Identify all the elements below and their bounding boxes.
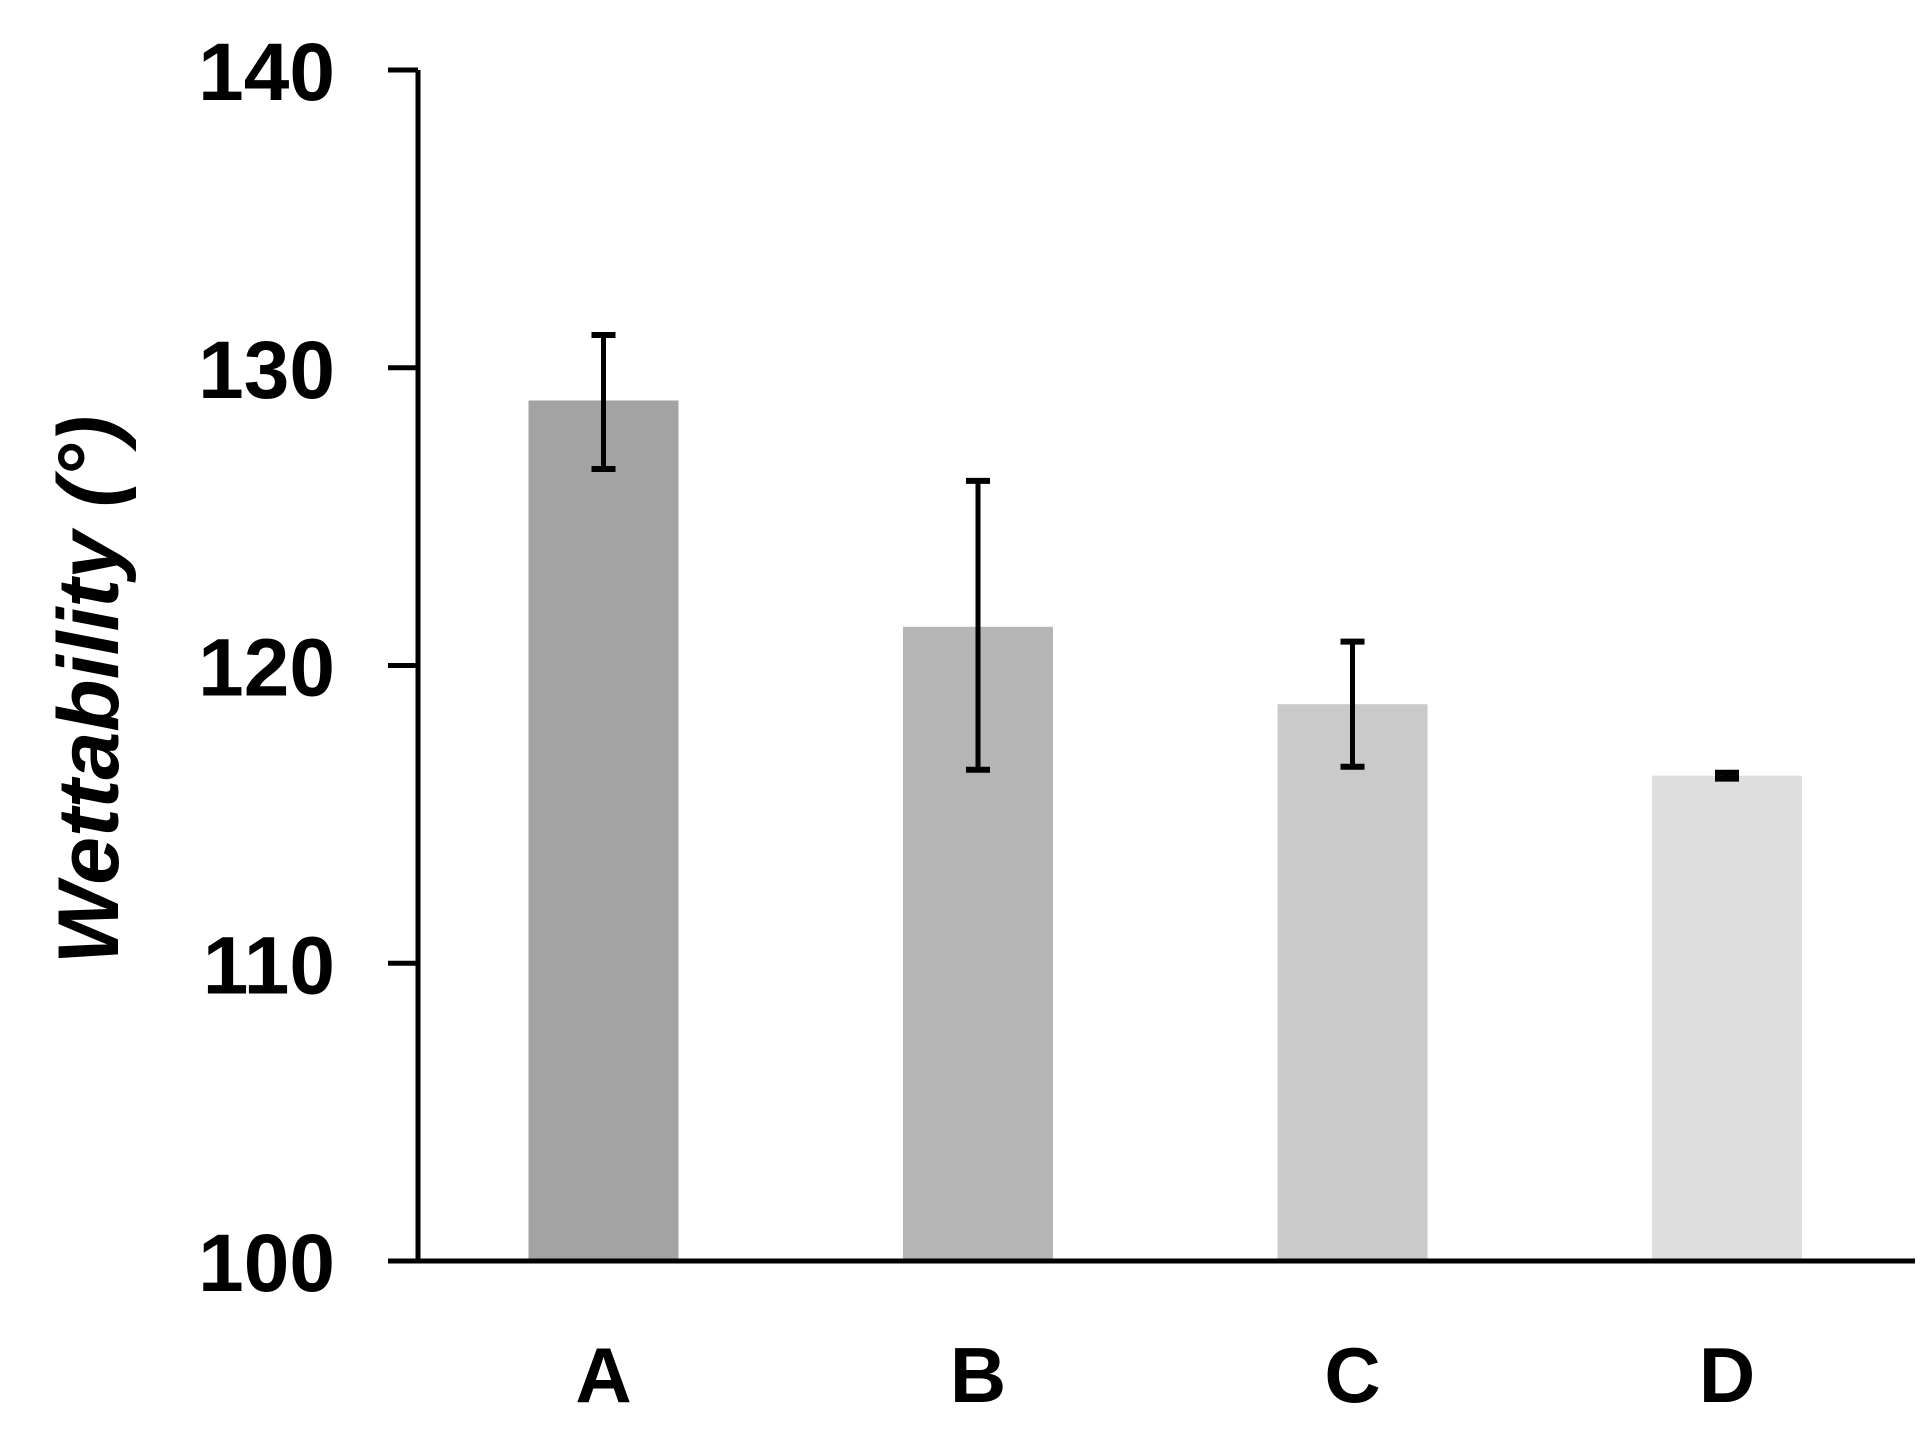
y-tick-label: 110 (203, 920, 335, 1011)
bar (1277, 704, 1428, 1261)
bars (528, 400, 1802, 1261)
y-tick-label: 140 (198, 27, 335, 118)
x-tick-label: D (1699, 1331, 1755, 1419)
y-axis-label: Wettability (°) (41, 416, 137, 965)
x-tick-label: A (575, 1331, 631, 1419)
bar (528, 400, 679, 1261)
y-tick-label: 100 (198, 1218, 335, 1309)
x-tick-label: C (1324, 1331, 1380, 1419)
x-axis-labels: A B C D (575, 1331, 1755, 1419)
x-tick-label: B (950, 1331, 1006, 1419)
y-tick-label: 120 (198, 623, 335, 714)
y-tick-label: 130 (198, 325, 335, 416)
y-axis-ticks: 100 110 120 130 140 (198, 27, 418, 1309)
error-bars (591, 331, 1739, 782)
bar (1652, 775, 1802, 1261)
